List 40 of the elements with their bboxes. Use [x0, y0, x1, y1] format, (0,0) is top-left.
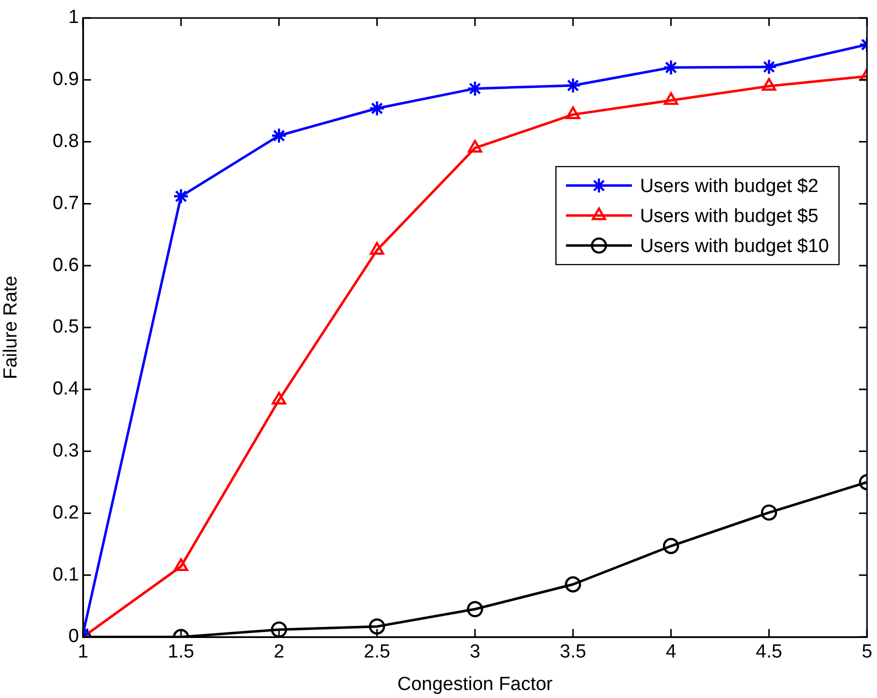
point [270, 128, 288, 144]
y-tick-label: 0.9 [52, 69, 79, 90]
y-tick-label: 0.7 [52, 192, 79, 214]
point [466, 601, 484, 618]
point [174, 558, 188, 572]
x-tick-label: 2.5 [364, 642, 390, 663]
point [564, 576, 582, 592]
point [270, 621, 288, 637]
y-tick-label: 0 [68, 626, 79, 648]
point [662, 538, 680, 554]
y-tick-label: 0.4 [52, 378, 80, 400]
point [272, 392, 286, 405]
point [368, 618, 386, 635]
x-tick-label: 4 [666, 642, 677, 663]
point [370, 242, 384, 255]
legend-label: Users with budget $2 [640, 176, 818, 197]
x-axis-title: Congestion Factor [397, 674, 554, 695]
x-tick-label: 3 [470, 642, 480, 663]
legend-label: Users with budget $10 [640, 236, 830, 257]
point [760, 504, 778, 521]
y-tick-label: 0.3 [52, 440, 79, 462]
point [564, 77, 582, 94]
y-axis-title: Failure Rate [0, 276, 22, 380]
y-tick-label: 0.1 [52, 564, 79, 586]
x-tick-label: 1.5 [168, 642, 194, 663]
point [760, 58, 778, 75]
y-tick-label: 0.8 [52, 131, 79, 152]
y-tick-label: 1 [68, 7, 79, 28]
y-tick-label: 0.6 [52, 254, 79, 276]
point [662, 59, 680, 76]
point [466, 80, 484, 97]
x-tick-label: 5 [862, 642, 872, 663]
point [172, 188, 190, 204]
x-tick-label: 2 [274, 642, 284, 663]
x-tick-label: 4.5 [756, 642, 782, 663]
point [368, 100, 386, 116]
x-tick-label: 3.5 [560, 642, 586, 663]
y-tick-label: 0.2 [52, 502, 79, 524]
y-tick-label: 0.5 [52, 316, 79, 338]
legend-label: Users with budget $5 [640, 206, 818, 227]
